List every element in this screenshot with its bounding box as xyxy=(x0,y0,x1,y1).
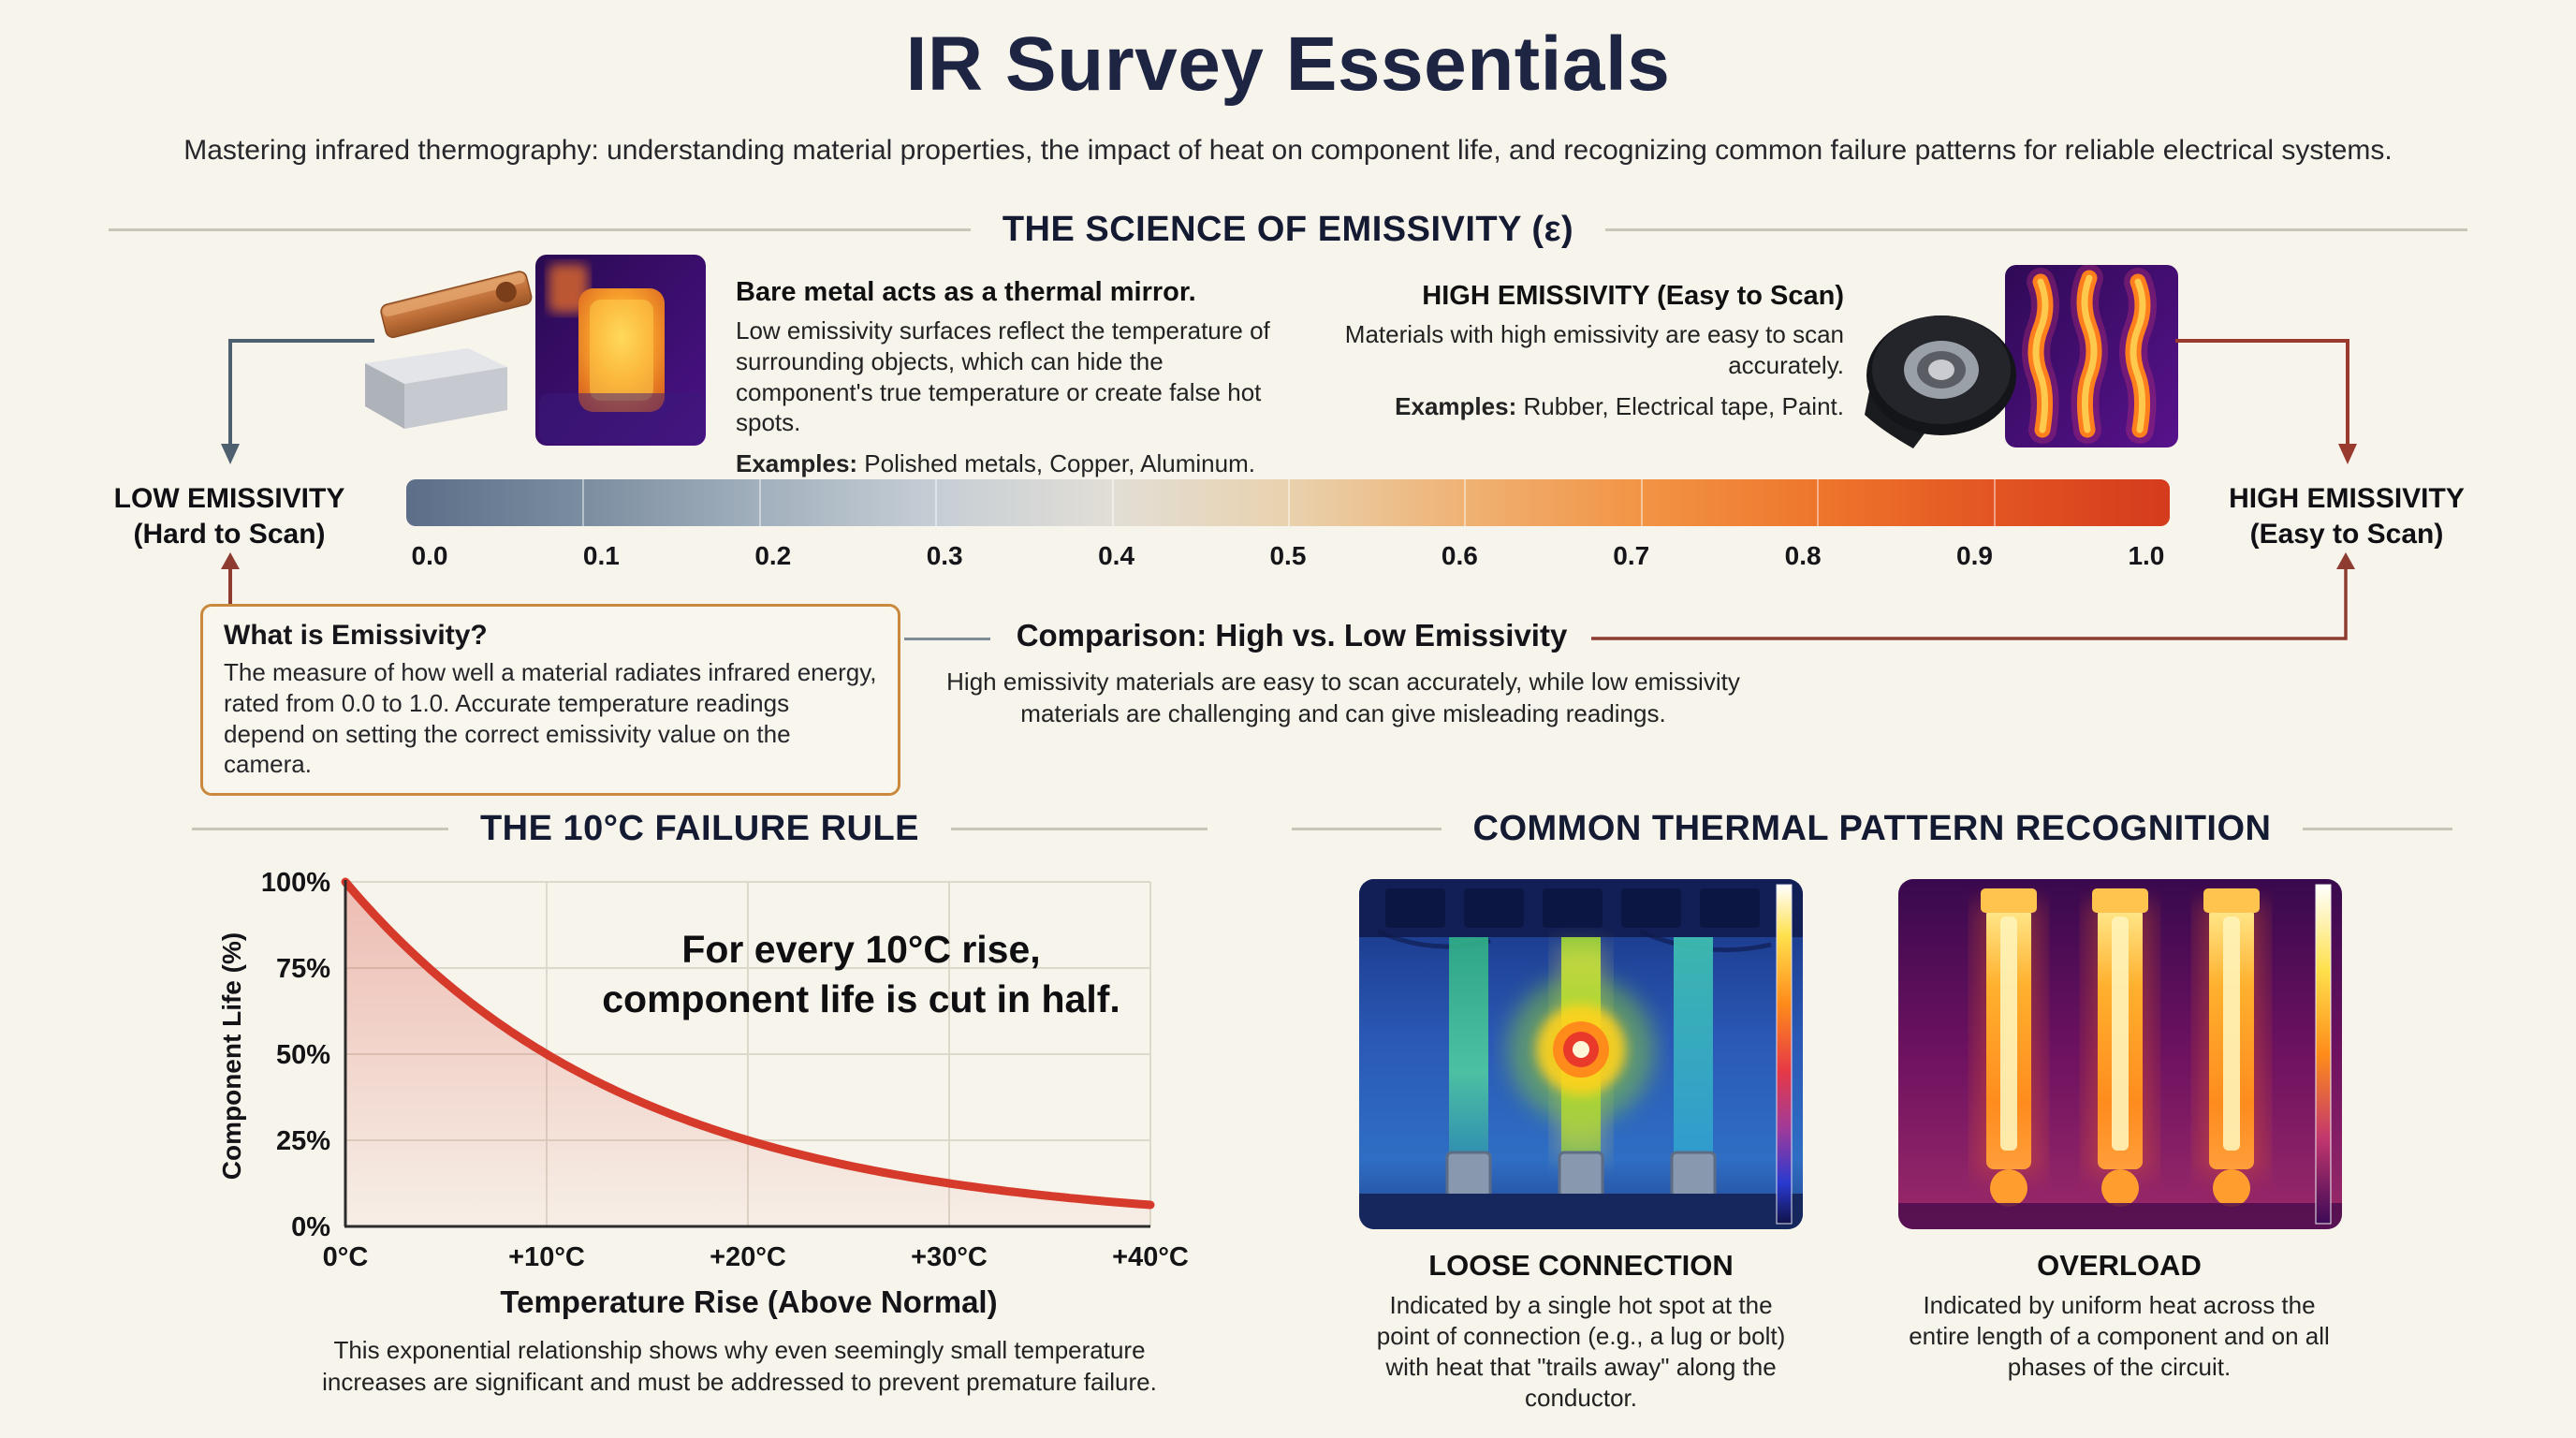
header-rule-right xyxy=(1605,228,2468,231)
scale-segment-divider xyxy=(1993,479,1996,526)
header-rule-right xyxy=(951,828,1208,830)
what-is-emissivity-title: What is Emissivity? xyxy=(224,620,488,651)
emissivity-scale-ticks: 0.0 0.1 0.2 0.3 0.4 0.5 0.6 0.7 0.8 0.9 1.0 xyxy=(388,541,2188,571)
overload-title: OVERLOAD xyxy=(2037,1249,2202,1282)
overload-body: Indicated by uniform heat across the ent… xyxy=(1909,1291,2330,1382)
component-life-chart: 0°C +10°C +20°C +30°C +40°C 0% 25% 50% 75% 100% xyxy=(261,868,1189,1272)
emissivity-scale-tick: 0.4 xyxy=(1098,541,1135,570)
svg-text:+10°C: +10°C xyxy=(508,1242,585,1272)
scale-segment-divider xyxy=(582,479,585,526)
scale-segment-divider xyxy=(1288,479,1290,526)
svg-text:+40°C: +40°C xyxy=(1112,1242,1189,1272)
loose-connection-title: LOOSE CONNECTION xyxy=(1428,1249,1734,1282)
emissivity-scale-tick: 0.7 xyxy=(1613,541,1650,570)
svg-text:+20°C: +20°C xyxy=(710,1242,786,1272)
svg-text:+30°C: +30°C xyxy=(911,1242,988,1272)
header-rule-left xyxy=(109,228,971,231)
patterns-section-title: COMMON THERMAL PATTERN RECOGNITION xyxy=(1472,809,2272,848)
svg-text:25%: 25% xyxy=(276,1126,330,1156)
comparison-title: Comparison: High vs. Low Emissivity xyxy=(1016,618,1568,653)
annotation-line1: For every 10°C rise, xyxy=(681,928,1041,971)
page-subtitle: Mastering infrared thermography: underst… xyxy=(183,135,2393,166)
scale-segment-divider xyxy=(1464,479,1467,526)
comparison-connector-arrow xyxy=(1591,552,2355,640)
scale-segment-divider xyxy=(758,479,761,526)
high-emissivity-body: Materials with high emissivity are easy … xyxy=(1344,320,1844,379)
high-emissivity-heading: HIGH EMISSIVITY (Easy to Scan) xyxy=(1422,281,1844,311)
low-emissivity-body: Low emissivity surfaces reflect the temp… xyxy=(736,316,1270,437)
emissivity-scale-tick: 0.3 xyxy=(926,541,963,570)
box-comparison-connector-line xyxy=(904,638,990,640)
high-emissivity-examples: Examples: Rubber, Electrical tape, Paint… xyxy=(1292,392,1844,421)
failure-rule-section-header: THE 10°C FAILURE RULE xyxy=(192,809,1208,849)
low-emissivity-arrow xyxy=(221,339,374,464)
examples-text: Polished metals, Copper, Aluminum. xyxy=(857,449,1255,477)
high-label-line1: HIGH EMISSIVITY xyxy=(2229,483,2465,514)
failure-rule-section-title: THE 10°C FAILURE RULE xyxy=(479,809,920,848)
emissivity-scale-tick: 1.0 xyxy=(2128,541,2165,570)
svg-text:75%: 75% xyxy=(276,954,330,984)
what-is-emissivity-box: What is Emissivity? The measure of how w… xyxy=(200,604,900,796)
electrical-tape-thermal-image xyxy=(1865,265,2178,448)
high-emissivity-label: HIGH EMISSIVITY (Easy to Scan) xyxy=(2206,481,2487,551)
low-emissivity-examples: Examples: Polished metals, Copper, Alumi… xyxy=(736,449,1297,478)
low-label-line2: (Hard to Scan) xyxy=(133,518,326,550)
loose-connection-body: Indicated by a single hot spot at the po… xyxy=(1376,1291,1786,1413)
header-rule-left xyxy=(1292,828,1442,830)
header-rule-right xyxy=(2303,828,2452,830)
scale-segment-divider xyxy=(1111,479,1114,526)
emissivity-section-title: THE SCIENCE OF EMISSIVITY (ε) xyxy=(1002,210,1574,249)
emissivity-section-header: THE SCIENCE OF EMISSIVITY (ε) xyxy=(109,210,2468,250)
scale-segment-divider xyxy=(1817,479,1820,526)
high-emissivity-arrow xyxy=(2175,339,2357,464)
examples-label: Examples: xyxy=(736,449,858,477)
chart-x-axis-label: Temperature Rise (Above Normal) xyxy=(500,1284,998,1319)
emissivity-scale-bar xyxy=(406,479,2170,526)
svg-text:0%: 0% xyxy=(291,1212,330,1242)
high-label-line2: (Easy to Scan) xyxy=(2249,518,2444,550)
chart-annotation: For every 10°C rise, component life is c… xyxy=(580,925,1142,1025)
failure-rule-caption: This exponential relationship shows why … xyxy=(322,1336,1157,1396)
emissivity-scale-tick: 0.8 xyxy=(1784,541,1822,570)
chart-y-axis-label: Component Life (%) xyxy=(217,932,246,1181)
comparison-body: High emissivity materials are easy to sc… xyxy=(946,668,1740,727)
emissivity-scale-tick: 0.1 xyxy=(582,541,620,570)
what-is-box-arrow xyxy=(221,552,240,605)
emissivity-scale-tick: 0.0 xyxy=(411,541,448,570)
header-rule-left xyxy=(192,828,448,830)
annotation-line2: component life is cut in half. xyxy=(602,977,1120,1021)
page-title: IR Survey Essentials xyxy=(905,22,1671,107)
low-emissivity-text-block: Bare metal acts as a thermal mirror. Low… xyxy=(736,277,1297,478)
svg-text:0°C: 0°C xyxy=(323,1242,369,1272)
examples-text: Rubber, Electrical tape, Paint. xyxy=(1516,391,1844,420)
low-emissivity-heading: Bare metal acts as a thermal mirror. xyxy=(736,277,1196,307)
scale-segment-divider xyxy=(935,479,938,526)
bare-metal-thermal-image xyxy=(365,255,706,446)
what-is-emissivity-body: The measure of how well a material radia… xyxy=(224,658,877,779)
emissivity-scale-tick: 0.9 xyxy=(1956,541,1993,570)
svg-text:50%: 50% xyxy=(276,1040,330,1070)
loose-connection-thermal-image xyxy=(1359,879,1803,1229)
overload-thermal-image xyxy=(1898,879,2342,1229)
emissivity-scale-tick: 0.2 xyxy=(754,541,792,570)
scale-segment-divider xyxy=(1640,479,1643,526)
svg-text:100%: 100% xyxy=(261,868,330,898)
emissivity-scale-tick: 0.5 xyxy=(1269,541,1307,570)
high-emissivity-text-block: HIGH EMISSIVITY (Easy to Scan) Materials… xyxy=(1292,281,1844,421)
examples-label: Examples: xyxy=(1395,391,1517,420)
low-label-line1: LOW EMISSIVITY xyxy=(113,483,345,514)
patterns-section-header: COMMON THERMAL PATTERN RECOGNITION xyxy=(1292,809,2452,849)
emissivity-scale-tick: 0.6 xyxy=(1441,541,1478,570)
low-emissivity-label: LOW EMISSIVITY (Hard to Scan) xyxy=(89,481,370,551)
